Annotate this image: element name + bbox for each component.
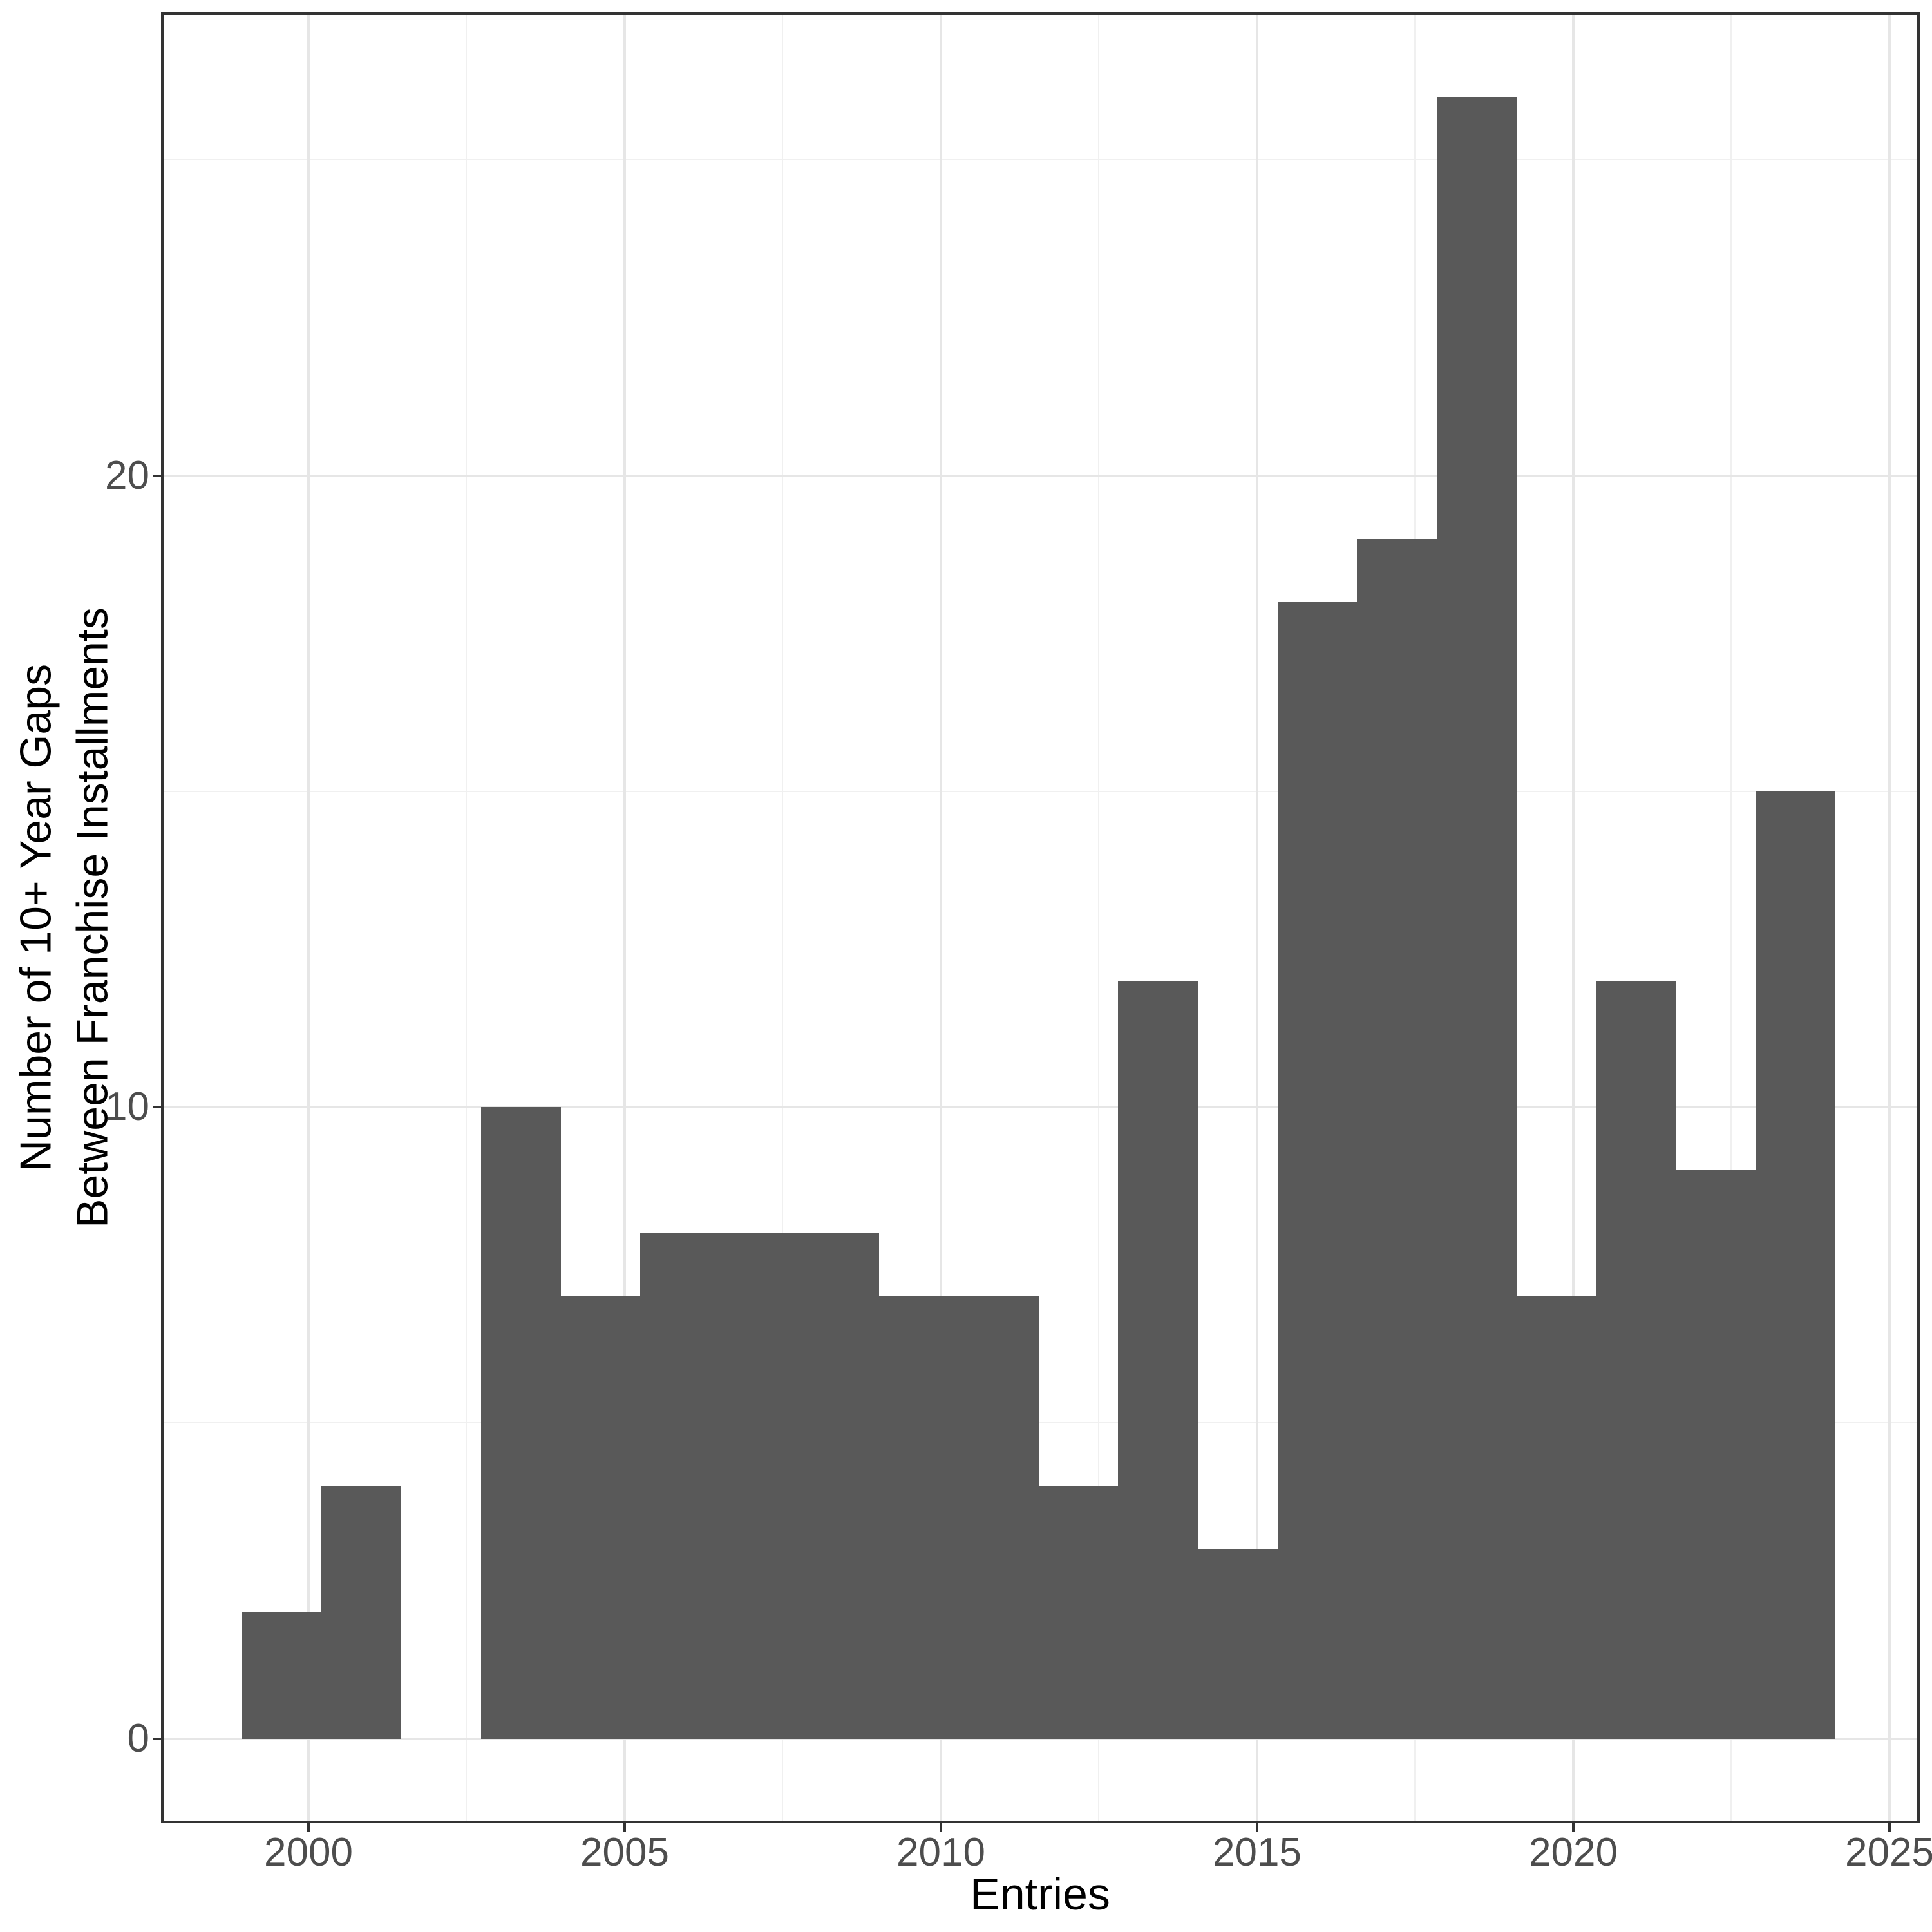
gridline-x-major [1572,15,1575,1821]
x-tick-mark [623,1823,626,1832]
x-axis-title: Entries [970,1869,1110,1919]
x-tick-label: 2015 [1213,1830,1302,1875]
gridline-y-major [164,1106,1917,1108]
x-tick-mark [1256,1823,1258,1832]
x-tick-label: 2000 [264,1830,353,1875]
gridline-y-minor [164,1422,1917,1423]
histogram-bar [1357,539,1437,1739]
histogram-bar [1118,981,1198,1739]
x-tick-mark [1888,1823,1891,1832]
y-axis-title: Number of 10+ Year Gaps Between Franchis… [11,607,117,1228]
x-tick-label: 2005 [580,1830,669,1875]
histogram-bar [879,1296,959,1739]
histogram-bar [1517,1296,1596,1739]
gridline-x-major [1888,15,1891,1821]
y-tick-label: 10 [105,1084,149,1129]
gridline-x-major [307,15,310,1821]
gridline-y-major [164,1738,1917,1740]
x-tick-mark [940,1823,942,1832]
y-tick-mark [153,475,161,477]
histogram-bar [640,1233,720,1739]
histogram-bar [1596,981,1676,1739]
gridline-x-major [940,15,942,1821]
histogram-bar [959,1296,1039,1739]
y-tick-mark [153,1738,161,1740]
gridline-y-minor [164,791,1917,792]
histogram-bar [720,1233,800,1739]
gridline-x-major [1256,15,1258,1821]
gridline-x-minor [466,15,467,1821]
histogram-bar [561,1296,640,1739]
gridline-x-minor [782,15,783,1821]
histogram-bar [1437,97,1517,1739]
gridline-x-minor [1730,15,1732,1821]
gridline-x-minor [1098,15,1099,1821]
gridline-y-minor [164,159,1917,160]
x-tick-label: 2020 [1529,1830,1618,1875]
gridline-x-major [623,15,626,1821]
histogram-bar [481,1107,561,1739]
y-tick-mark [153,1106,161,1108]
x-tick-label: 2010 [896,1830,985,1875]
gridline-y-major [164,475,1917,477]
histogram-bar [1676,1170,1756,1739]
x-tick-mark [307,1823,310,1832]
histogram-bar [1198,1549,1278,1739]
histogram-bar [321,1486,401,1739]
histogram-bar [1039,1486,1118,1739]
plot-panel [164,15,1917,1821]
histogram-bar [800,1233,879,1739]
histogram-bar [1756,791,1835,1739]
y-tick-label: 20 [105,453,149,498]
x-tick-mark [1572,1823,1575,1832]
x-tick-label: 2025 [1845,1830,1932,1875]
histogram-bar [242,1612,321,1739]
y-tick-label: 0 [127,1716,149,1761]
histogram-bar [1278,602,1357,1739]
